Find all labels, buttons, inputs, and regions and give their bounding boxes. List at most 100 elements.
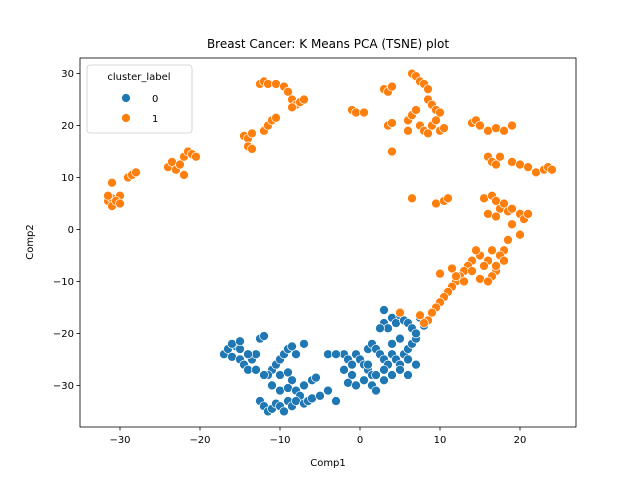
cluster-1-point [475,274,485,284]
cluster-1-point [483,276,493,287]
cluster-1-point [351,107,361,118]
cluster-0-point [227,338,237,349]
cluster-0-point [275,385,285,396]
cluster-1-point [423,84,433,95]
cluster-1-point [107,177,117,188]
legend-marker-1 [121,113,131,123]
cluster-1-point [435,107,445,118]
cluster-1-point [427,307,437,318]
cluster-0-point [259,331,269,341]
x-axis: −30 −20 −10 0 10 20 [109,427,526,446]
cluster-1-point [507,157,517,167]
cluster-0-point [387,370,397,380]
cluster-0-point [411,359,421,370]
cluster-1-point [479,261,489,271]
cluster-1-point [191,151,201,162]
cluster-1-point [419,318,429,328]
cluster-0-point [307,393,317,404]
x-axis-label: Comp1 [310,458,346,469]
x-tick-label: 20 [514,435,527,446]
x-tick-label: 0 [357,435,363,446]
cluster-0-point [287,341,297,352]
cluster-0-point [315,390,325,401]
cluster-0-point [411,328,421,339]
cluster-1-point [387,146,397,157]
y-tick-label: 30 [61,69,74,80]
cluster-0-point [291,349,301,360]
cluster-1-point [403,125,413,136]
cluster-1-point [503,235,513,245]
x-tick-label: −20 [189,435,210,446]
cluster-1-point [491,211,501,222]
cluster-0-point [347,359,357,370]
cluster-1-point [491,123,501,134]
cluster-0-point [267,380,277,391]
cluster-1-point [531,167,541,178]
cluster-1-point [271,79,281,89]
cluster-0-point [331,349,341,360]
legend-label-0: 0 [152,94,158,105]
cluster-1-point [491,261,501,271]
cluster-0-point [323,349,333,360]
cluster-1-point [499,255,509,266]
cluster-1-point [439,123,449,134]
cluster-1-point [287,102,297,113]
cluster-1-point [247,144,257,154]
cluster-1-point [491,159,501,170]
cluster-1-point [499,198,509,209]
cluster-0-point [359,375,369,386]
cluster-0-point [279,406,289,417]
points-layer [103,68,557,417]
y-tick-label: −20 [53,329,74,340]
cluster-1-point [431,115,441,126]
cluster-1-point [431,198,441,209]
y-axis: −30 −20 −10 0 10 20 30 [53,69,80,392]
cluster-0-point [251,364,261,375]
cluster-0-point [259,370,269,380]
cluster-0-point [331,396,341,406]
cluster-1-point [475,120,485,131]
cluster-1-point [263,79,273,89]
cluster-0-point [243,364,253,375]
cluster-0-point [243,349,253,360]
cluster-0-point [251,349,261,360]
cluster-1-point [483,209,493,219]
cluster-1-point [283,86,293,97]
cluster-0-point [227,351,237,362]
y-tick-label: −30 [53,381,74,392]
cluster-0-point [299,380,309,391]
cluster-0-point [395,333,405,344]
y-tick-label: 0 [68,225,74,236]
cluster-0-point [347,370,357,380]
cluster-1-point [115,198,125,209]
cluster-1-point [547,164,557,175]
cluster-0-point [275,370,285,380]
cluster-1-point [407,193,417,204]
cluster-0-point [371,370,381,380]
cluster-0-point [403,370,413,380]
cluster-0-point [379,364,389,375]
cluster-0-point [403,354,413,365]
cluster-0-point [383,323,393,334]
chart-title: Breast Cancer: K Means PCA (TSNE) plot [207,37,449,51]
cluster-0-point [283,383,293,393]
cluster-0-point [351,380,361,391]
x-tick-label: −30 [109,435,130,446]
y-tick-label: 20 [61,121,74,132]
cluster-1-point [507,219,517,230]
cluster-1-point [423,128,433,139]
cluster-1-point [395,307,405,318]
cluster-1-point [507,120,517,131]
cluster-0-point [283,367,293,378]
cluster-1-point [247,128,257,139]
y-tick-label: −10 [53,277,74,288]
cluster-0-point [343,377,353,388]
cluster-1-point [415,310,425,321]
cluster-1-point [523,209,533,219]
cluster-0-point [371,385,381,396]
legend: cluster_label 0 1 [86,64,193,134]
legend-marker-0 [121,93,131,103]
cluster-0-point [395,364,405,375]
y-axis-label: Comp2 [25,224,36,260]
